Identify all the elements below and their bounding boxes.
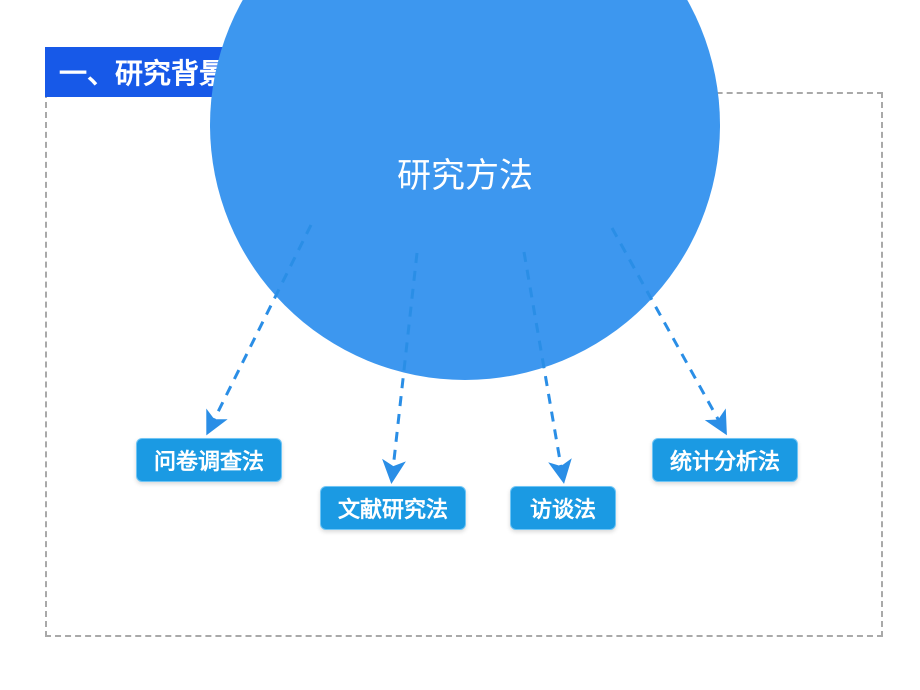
semi-circle-label: 研究方法 xyxy=(210,148,720,197)
method-box: 统计分析法 xyxy=(652,438,798,482)
method-box-label: 问卷调查法 xyxy=(154,444,264,476)
diagram-stage: 一、研究背景与方法 研究方法 问卷调查法文献研究法访谈法统计分析法 xyxy=(0,0,920,690)
method-box-label: 访谈法 xyxy=(530,492,596,524)
method-box: 文献研究法 xyxy=(320,486,466,530)
method-box: 问卷调查法 xyxy=(136,438,282,482)
method-box-label: 统计分析法 xyxy=(670,444,780,476)
method-box-label: 文献研究法 xyxy=(338,492,448,524)
method-box: 访谈法 xyxy=(510,486,616,530)
